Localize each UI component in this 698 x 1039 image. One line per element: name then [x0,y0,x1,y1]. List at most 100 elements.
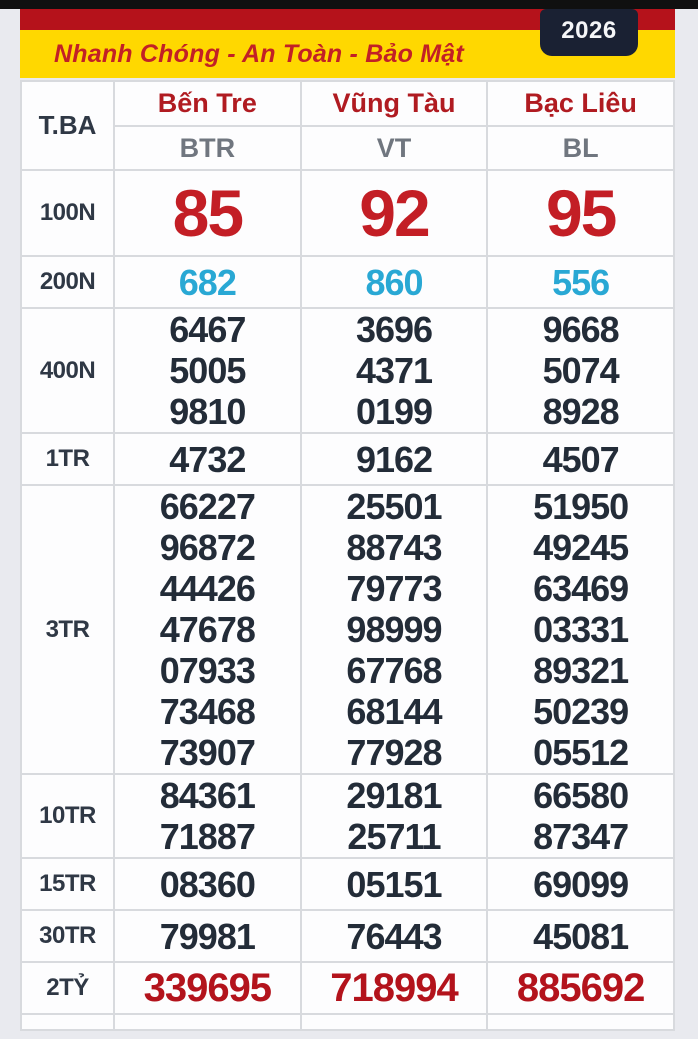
prize-tier-label: 30TR [20,909,115,963]
winning-number: 68144 [346,691,442,732]
prize-numbers-cell: 339695 [113,961,302,1015]
prize-numbers-cell: 79981 [113,909,302,963]
prize-tier-label: 3TR [20,484,115,775]
prize-numbers-cell: 85 [113,169,302,257]
province-name-ben-tre: Bến Tre [113,80,302,127]
winning-number: 339695 [143,965,272,1010]
winning-number: 6467 [169,309,246,350]
prize-numbers-cell: 9668 5074 8928 [486,307,675,434]
province-code-row: BTR VT BL [21,125,675,171]
winning-number: 5074 [542,350,620,391]
prize-row-10tr: 10TR 84361 71887 29181 25711 66580 87347 [20,773,675,859]
prize-row-1tr: 1TR 4732 9162 4507 [20,432,675,486]
year-badge-label: 2026 [561,17,617,44]
winning-number: 50239 [533,691,629,732]
winning-number: 4507 [542,438,620,480]
winning-number: 9810 [169,391,246,432]
province-code-bl: BL [486,125,675,171]
winning-number: 84361 [159,775,256,816]
lottery-results-table: T.BA Bến Tre Vũng Tàu Bạc Liêu BTR VT BL… [20,80,675,1031]
year-badge[interactable]: 2026 [540,9,638,56]
winning-number: 51950 [533,486,629,527]
prize-numbers-cell: 25501 88743 79773 98999 67768 68144 77928 [299,484,489,775]
corner-label: T.BA [20,80,115,171]
winning-number: 96872 [159,527,256,568]
prize-numbers-cell: 6467 5005 9810 [113,307,302,434]
prize-tier-label: 10TR [20,773,115,859]
winning-number: 556 [552,261,610,303]
winning-number: 92 [359,176,430,250]
prize-numbers-cell: 885692 [486,961,675,1015]
prize-numbers-cell: 718994 [299,961,489,1015]
winning-number: 79981 [159,915,256,957]
prize-tier-label: 2TỶ [20,961,115,1015]
winning-number: 9162 [355,438,433,480]
prize-row-3tr: 3TR 66227 96872 44426 47678 07933 73468 73907 25… [20,484,675,775]
winning-number: 885692 [516,965,645,1010]
winning-number: 98999 [346,609,442,650]
winning-number: 9668 [542,309,620,350]
winning-number: 25501 [346,486,442,527]
winning-number: 05151 [346,863,442,905]
winning-number: 25711 [347,816,441,857]
winning-number: 49245 [533,527,629,568]
winning-number: 66580 [533,775,629,816]
winning-number: 87347 [533,816,629,857]
winning-number: 63469 [533,568,629,609]
province-name-row: T.BA Bến Tre Vũng Tàu Bạc Liêu [20,80,675,171]
prize-numbers-cell: 45081 [486,909,675,963]
prize-tier-label: 200N [20,255,115,309]
prize-numbers-cell: 08360 [113,857,302,911]
prize-tier-label: 400N [20,307,115,434]
winning-number: 860 [365,261,423,303]
winning-number: 3696 [355,309,433,350]
winning-number: 88743 [346,527,442,568]
prize-numbers-cell: 4732 [113,432,302,486]
winning-number: 0199 [355,391,433,432]
prize-tier-label: 15TR [20,857,115,911]
prize-numbers-cell: 4507 [486,432,675,486]
prize-row-100n: 100N 85 92 95 [20,169,675,257]
prize-tier-label: 100N [20,169,115,257]
province-code-btr: BTR [113,125,302,171]
winning-number: 44426 [159,568,256,609]
partial-next-row [20,1013,675,1031]
winning-number: 95 [545,176,617,250]
province-name-bac-lieu: Bạc Liêu [486,80,675,127]
prize-numbers-cell: 556 [486,255,675,309]
winning-number: 79773 [346,568,442,609]
slogan-text: Nhanh Chóng - An Toàn - Bảo Mật [54,39,464,68]
winning-number: 4371 [355,350,433,391]
prize-tier-label: 1TR [20,432,115,486]
prize-numbers-cell: 9162 [299,432,489,486]
winning-number: 05512 [533,732,629,773]
winning-number: 718994 [330,965,458,1010]
winning-number: 45081 [533,915,629,957]
prize-numbers-cell: 66580 87347 [486,773,675,859]
lottery-results-panel: 2026 Nhanh Chóng - An Toàn - Bảo Mật T.B… [20,9,675,1031]
winning-number: 85 [172,176,244,250]
winning-number: 76443 [346,915,442,957]
results-body: 100N 85 92 95 200N 682 860 556 400N 6467 5005 9810 3… [20,169,675,1031]
winning-number: 73468 [159,691,256,732]
winning-number: 89321 [533,650,629,691]
winning-number: 682 [178,261,237,303]
prize-numbers-cell: 51950 49245 63469 03331 89321 50239 05512 [486,484,675,775]
prize-row-400n: 400N 6467 5005 9810 3696 4371 0199 9668 5074 8928 [20,307,675,434]
province-name-vung-tau: Vũng Tàu [299,80,489,127]
prize-numbers-cell: 29181 25711 [299,773,489,859]
prize-row-15tr: 15TR 08360 05151 69099 [20,857,675,911]
winning-number: 69099 [533,863,629,905]
winning-number: 77928 [346,732,442,773]
winning-number: 08360 [159,863,256,905]
prize-numbers-cell: 84361 71887 [113,773,302,859]
winning-number: 4732 [169,438,246,480]
prize-numbers-cell: 66227 96872 44426 47678 07933 73468 73907 [113,484,302,775]
header-red-bar [20,9,675,30]
winning-number: 29181 [346,775,442,816]
winning-number: 73907 [159,732,256,773]
winning-number: 5005 [169,350,246,391]
prize-row-30tr: 30TR 79981 76443 45081 [20,909,675,963]
prize-row-200n: 200N 682 860 556 [20,255,675,309]
prize-numbers-cell: 05151 [299,857,489,911]
